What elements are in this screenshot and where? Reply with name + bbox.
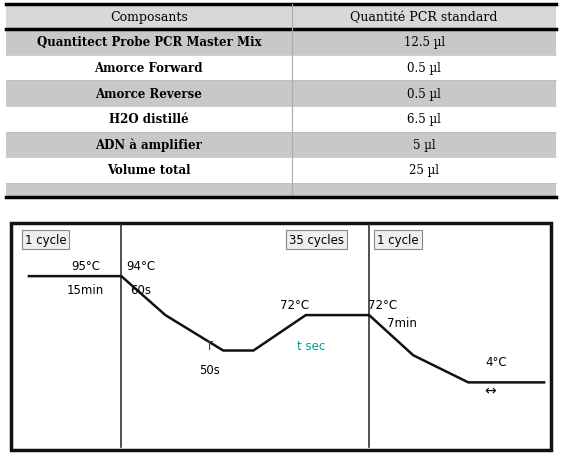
FancyBboxPatch shape: [11, 224, 551, 450]
Bar: [6, 56, 556, 81]
Text: 0.5 µl: 0.5 µl: [407, 88, 441, 101]
Bar: [6, 81, 556, 107]
Text: 5 µl: 5 µl: [413, 139, 436, 151]
Bar: [6, 5, 556, 30]
Text: 95°C: 95°C: [71, 259, 100, 272]
Text: 35 cycles: 35 cycles: [289, 234, 345, 246]
Text: Amorce Forward: Amorce Forward: [94, 62, 203, 75]
Text: ↔: ↔: [484, 384, 496, 398]
Bar: [6, 158, 556, 183]
Text: Amorce Reverse: Amorce Reverse: [96, 88, 202, 101]
Text: 94°C: 94°C: [126, 259, 155, 272]
Text: 60s: 60s: [130, 283, 151, 296]
Text: H2O distillé: H2O distillé: [109, 113, 189, 126]
Text: Volume total: Volume total: [107, 164, 191, 177]
Text: Quantitect Probe PCR Master Mix: Quantitect Probe PCR Master Mix: [37, 36, 261, 50]
Text: 7min: 7min: [387, 316, 417, 329]
Text: Quantité PCR standard: Quantité PCR standard: [351, 11, 498, 24]
Text: 15min: 15min: [67, 283, 104, 296]
Text: 72°C: 72°C: [368, 298, 397, 311]
Text: 4°C: 4°C: [485, 355, 506, 368]
Text: 1 cycle: 1 cycle: [378, 234, 419, 246]
Bar: [6, 30, 556, 56]
Bar: [6, 132, 556, 158]
Text: T: T: [206, 340, 213, 353]
Bar: [6, 107, 556, 132]
Text: 6.5 µl: 6.5 µl: [407, 113, 441, 126]
Text: Composants: Composants: [110, 11, 188, 24]
Text: 1 cycle: 1 cycle: [25, 234, 66, 246]
Text: 25 µl: 25 µl: [409, 164, 439, 177]
Text: 72°C: 72°C: [280, 298, 309, 311]
Text: ADN à amplifier: ADN à amplifier: [96, 138, 202, 152]
Text: 50s: 50s: [199, 363, 220, 376]
Text: 12.5 µl: 12.5 µl: [404, 36, 445, 50]
Text: t sec: t sec: [297, 340, 325, 353]
Text: 0.5 µl: 0.5 µl: [407, 62, 441, 75]
Bar: [6, 183, 556, 197]
